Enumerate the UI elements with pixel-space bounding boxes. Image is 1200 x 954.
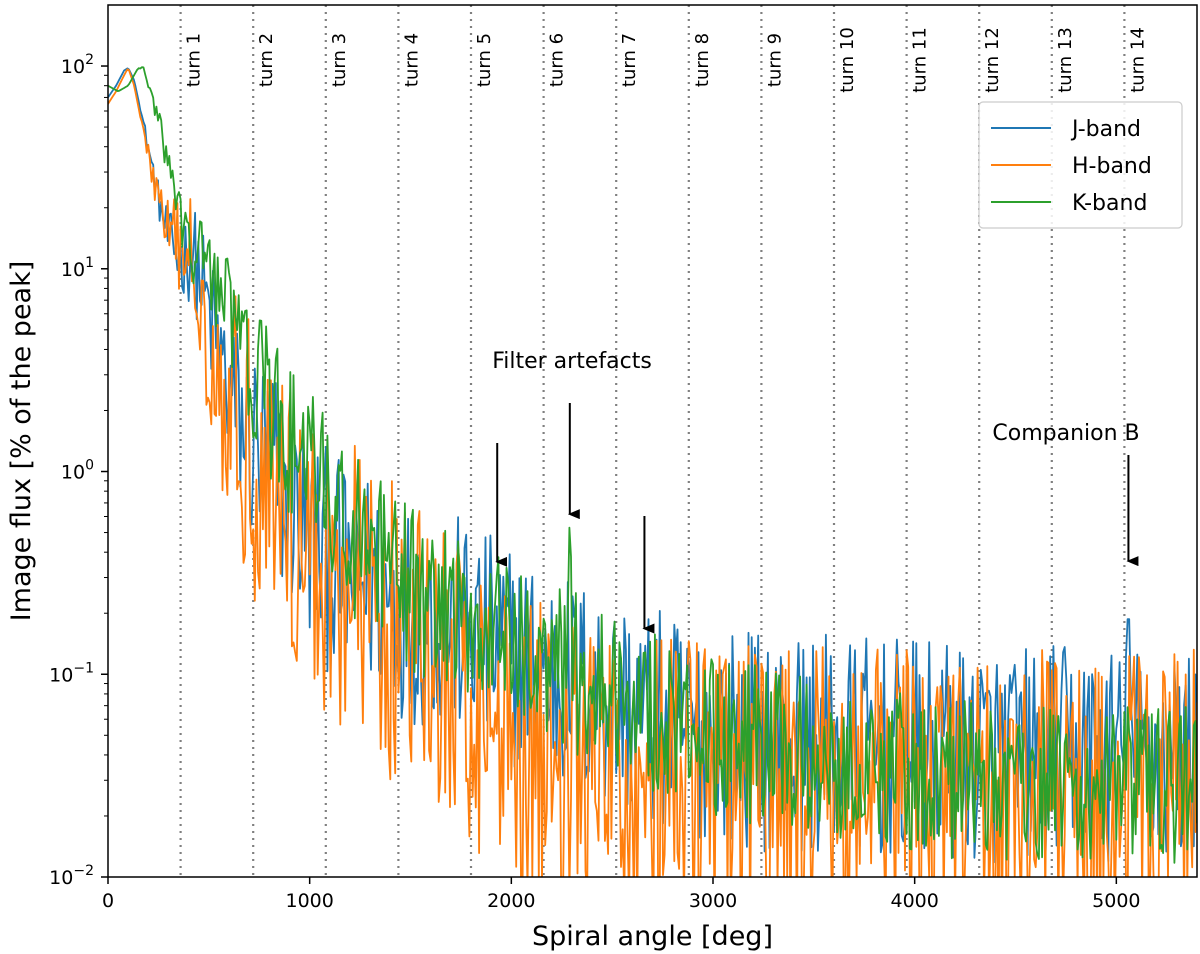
series-group [108,66,1197,877]
legend-label-h-band: H-band [1072,154,1152,179]
legend-label-j-band: J-band [1070,117,1141,142]
y-tick-label-4: 102 [61,52,94,78]
x-axis-label: Spiral angle [deg] [532,921,773,952]
turn-label-14: turn 14 [1127,27,1148,93]
y-axis-label: Image flux [% of the peak] [6,261,37,622]
legend: J-band H-band K-band [978,101,1183,229]
x-tick-label-2: 2000 [487,890,535,912]
turn-lines: turn 1 turn 2 turn 3 turn 4 turn 5 turn 6 turn… [179,5,1148,877]
y-tick-label-0: 10−2 [49,863,94,889]
turn-label-8: turn 8 [692,33,713,87]
x-axis: 0 1000 2000 3000 4000 5000 [102,877,1141,912]
legend-label-k-band: K-band [1072,191,1147,216]
turn-label-12: turn 12 [982,27,1003,93]
turn-label-5: turn 5 [474,33,495,87]
annotations: Filter artefacts Companion B [492,349,1140,634]
turn-label-9: turn 9 [764,33,785,87]
turn-label-7: turn 7 [619,33,640,87]
x-tick-label-4: 4000 [890,890,938,912]
y-tick-label-1: 10−1 [49,660,94,686]
turn-label-10: turn 10 [837,27,858,93]
annotation-filter-artefacts: Filter artefacts [492,349,652,374]
turn-label-4: turn 4 [401,33,422,87]
x-tick-label-1: 1000 [285,890,333,912]
turn-label-3: turn 3 [329,33,350,87]
plot-frame [107,4,1198,878]
x-tick-label-0: 0 [102,890,114,912]
turn-label-2: turn 2 [256,33,277,87]
y-axis: 10−2 10−1 100 101 102 [49,52,108,889]
series-line-k-band [108,66,1197,864]
turn-label-1: turn 1 [184,33,205,87]
annotation-companion-b: Companion B [992,421,1139,446]
legend-box [978,101,1183,229]
y-tick-label-3: 101 [61,255,94,281]
x-tick-label-5: 5000 [1092,890,1140,912]
y-tick-label-2: 100 [61,458,94,484]
x-tick-label-3: 3000 [689,890,737,912]
turn-label-6: turn 6 [547,33,568,87]
turn-label-13: turn 13 [1055,27,1076,93]
turn-label-11: turn 11 [910,27,931,93]
